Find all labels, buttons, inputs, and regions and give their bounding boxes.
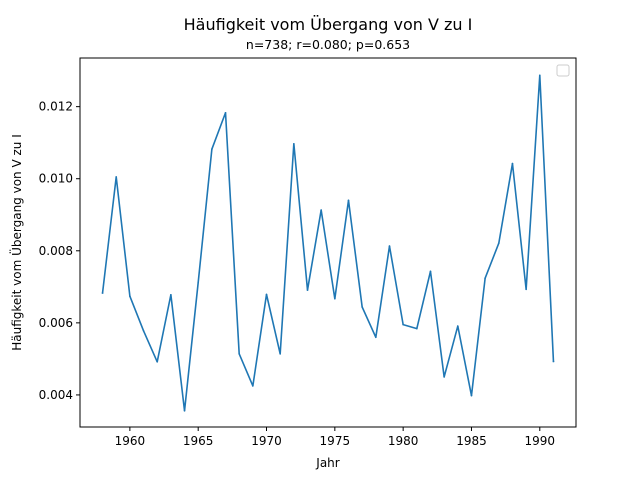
- data-point: [265, 293, 268, 296]
- data-point: [402, 323, 404, 326]
- y-tick-label: 0.012: [39, 100, 73, 114]
- data-point: [306, 289, 309, 291]
- data-point: [457, 325, 459, 327]
- y-tick-label: 0.010: [39, 172, 73, 186]
- plot-area: [79, 57, 577, 428]
- data-point: [252, 385, 254, 387]
- data-point: [538, 74, 541, 77]
- data-point: [101, 292, 104, 294]
- data-point: [361, 306, 363, 308]
- data-point: [224, 111, 227, 114]
- legend-box: [556, 64, 570, 77]
- y-tick-label: 0.008: [39, 244, 73, 258]
- data-point: [142, 329, 145, 332]
- x-axis: 1960 1965 1970 1975 1980 1985 1990: [115, 427, 555, 448]
- data-point: [347, 199, 350, 202]
- data-point: [443, 376, 445, 378]
- data-point: [388, 245, 391, 247]
- data-point: [320, 209, 322, 211]
- data-point: [511, 162, 514, 165]
- x-tick-label: 1975: [320, 434, 351, 448]
- x-tick-label: 1960: [115, 434, 146, 448]
- data-point: [497, 242, 500, 245]
- series-layer: [101, 74, 555, 412]
- data-point: [197, 281, 199, 284]
- data-point: [293, 142, 295, 145]
- data-point: [170, 293, 172, 296]
- chart-title: Häufigkeit vom Übergang von V zu I: [184, 15, 473, 34]
- data-point: [552, 360, 555, 363]
- data-point: [416, 327, 418, 330]
- data-point: [156, 360, 159, 363]
- data-point: [429, 270, 432, 273]
- x-tick-label: 1980: [388, 434, 419, 448]
- data-point: [238, 353, 240, 355]
- x-tick-label: 1985: [456, 434, 487, 448]
- y-tick-label: 0.006: [39, 316, 73, 330]
- data-point: [525, 288, 527, 291]
- data-point: [484, 277, 486, 279]
- y-axis-label: Häufigkeit vom Übergang von V zu I: [8, 134, 24, 351]
- data-point: [129, 295, 131, 297]
- data-point: [375, 336, 377, 339]
- x-tick-label: 1990: [525, 434, 556, 448]
- data-point: [279, 353, 281, 355]
- y-axis: 0.004 0.006 0.008 0.010 0.012: [39, 100, 80, 402]
- x-axis-label: Jahr: [315, 456, 339, 470]
- data-point: [183, 409, 186, 412]
- series-line: [101, 74, 555, 412]
- y-tick-label: 0.004: [39, 388, 73, 402]
- chart-subtitle: n=738; r=0.080; p=0.653: [246, 37, 410, 52]
- data-point: [470, 394, 473, 397]
- data-point: [211, 148, 213, 150]
- x-tick-label: 1970: [251, 434, 282, 448]
- data-point: [115, 176, 118, 178]
- x-tick-label: 1965: [183, 434, 214, 448]
- data-point: [334, 297, 336, 300]
